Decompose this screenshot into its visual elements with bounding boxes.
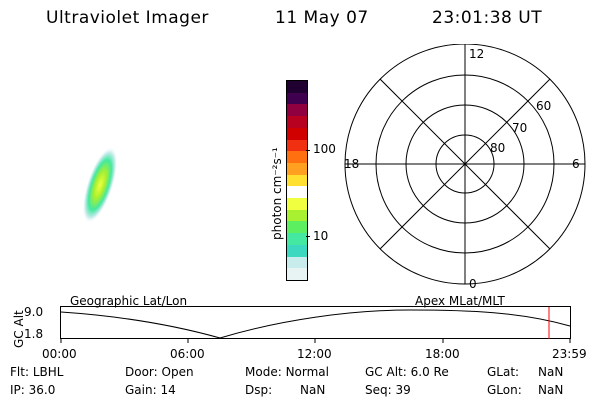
colorbar-tick xyxy=(306,150,310,151)
colorbar-tick-label-100: 100 xyxy=(313,142,336,156)
altitude-min-label: 1.8 xyxy=(24,327,44,341)
colorbar-segment xyxy=(287,256,307,269)
colorbar-segment xyxy=(287,139,307,152)
status-gain: Gain: 14 xyxy=(125,383,176,397)
x-tick-label: 06:00 xyxy=(170,347,205,361)
colorbar-segment xyxy=(287,233,307,245)
status-dsp-value: NaN xyxy=(300,383,326,397)
colorbar-segment xyxy=(287,104,307,117)
status-filter: Flt: LBHL xyxy=(10,365,64,379)
altitude-plot-frame xyxy=(60,306,571,339)
polar-label-lat-70: 70 xyxy=(512,121,527,135)
auroral-image xyxy=(82,146,118,224)
status-glat-value: NaN xyxy=(538,365,564,379)
colorbar-units-label: photon cm⁻²s⁻¹ xyxy=(270,147,284,240)
x-tick-label: 23:59 xyxy=(552,347,587,361)
polar-label-0: 0 xyxy=(469,277,477,291)
colorbar-segment xyxy=(287,151,307,163)
colorbar-segment xyxy=(287,198,307,210)
status-ip: IP: 36.0 xyxy=(10,383,56,397)
status-door: Door: Open xyxy=(125,365,194,379)
status-glon: GLon: xyxy=(487,383,522,397)
status-mode: Mode: Normal xyxy=(245,365,329,379)
status-glon-value: NaN xyxy=(538,383,564,397)
colorbar-segment xyxy=(287,186,307,199)
polar-label-12: 12 xyxy=(469,47,484,61)
altitude-max-label: 9.0 xyxy=(24,305,44,319)
colorbar-segment xyxy=(287,81,307,93)
time-label: 23:01:38 UT xyxy=(432,8,543,28)
instrument-title: Ultraviolet Imager xyxy=(46,8,209,28)
status-glat: GLat: xyxy=(487,365,520,379)
status-gc-alt: GC Alt: 6.0 Re xyxy=(365,365,449,379)
colorbar-tick-label-10: 10 xyxy=(313,229,329,243)
polar-plot: 12 18 6 0 60 70 80 xyxy=(344,44,586,291)
polar-label-lat-80: 80 xyxy=(490,141,505,155)
status-dsp: Dsp: xyxy=(245,383,273,397)
colorbar-segment xyxy=(287,174,307,187)
colorbar-segment xyxy=(287,116,307,128)
status-seq: Seq: 39 xyxy=(365,383,411,397)
colorbar-segment xyxy=(287,221,307,234)
geographic-caption: Geographic Lat/Lon xyxy=(70,294,188,308)
color-bar xyxy=(286,80,308,281)
apex-caption: Apex MLat/MLT xyxy=(415,294,505,308)
polar-label-18: 18 xyxy=(344,157,359,171)
date-label: 11 May 07 xyxy=(275,8,369,28)
colorbar-segment xyxy=(287,92,307,105)
colorbar-segment xyxy=(287,127,307,140)
colorbar-tick xyxy=(306,236,310,237)
x-tick-label: 00:00 xyxy=(42,347,77,361)
x-tick-label: 12:00 xyxy=(297,347,332,361)
polar-diagonal-2 xyxy=(379,78,551,250)
altitude-curve xyxy=(60,309,571,339)
altitude-plot xyxy=(60,306,571,343)
polar-label-6: 6 xyxy=(572,157,580,171)
colorbar-segment xyxy=(287,209,307,222)
colorbar-segment xyxy=(287,268,307,280)
polar-label-lat-60: 60 xyxy=(536,99,551,113)
colorbar-segment xyxy=(287,162,307,175)
colorbar-segment xyxy=(287,244,307,257)
x-tick-label: 18:00 xyxy=(425,347,460,361)
